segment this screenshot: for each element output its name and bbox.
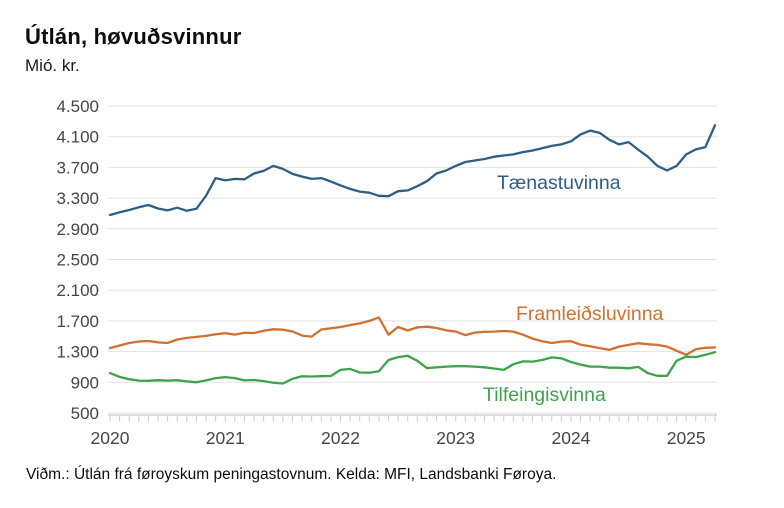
svg-text:4.500: 4.500 [56,97,99,116]
svg-text:2.900: 2.900 [56,220,99,239]
svg-text:1.700: 1.700 [56,312,99,331]
svg-text:2021: 2021 [206,428,245,448]
svg-text:3.300: 3.300 [56,189,99,208]
series-label-tilfeingisvinna: Tilfeingisvinna [483,384,606,406]
series-line-framleiðsluvinna [108,316,717,356]
chart-unit-label: Mió. kr. [25,56,80,75]
series-label-framleiðsluvinna: Framleiðsluvinna [516,303,664,325]
gridlines [108,105,717,414]
x-axis-ruler [108,414,717,422]
svg-text:2024: 2024 [551,428,590,448]
svg-text:3.700: 3.700 [56,158,99,177]
svg-text:2025: 2025 [667,428,706,448]
series-line-tænastuvinna [108,124,717,217]
svg-text:2020: 2020 [91,428,130,448]
svg-text:900: 900 [71,373,99,392]
chart-title: Útlán, høvuðsvinnur [25,24,242,49]
svg-text:2.100: 2.100 [56,281,99,300]
series-label-tænastuvinna: Tænastuvinna [497,172,621,194]
y-axis-labels: 4.500 4.100 3.700 3.300 2.900 2.500 2.100 1.700… [56,97,99,423]
svg-text:4.100: 4.100 [56,128,99,147]
x-axis-labels: 2020 2021 2022 2023 2024 2025 [91,428,706,448]
series-line-tilfeingisvinna [108,351,717,385]
svg-text:2023: 2023 [436,428,475,448]
svg-text:500: 500 [71,404,99,423]
svg-text:2.500: 2.500 [56,251,99,270]
svg-text:1.300: 1.300 [56,343,99,362]
source-note: Viðm.: Útlán frá føroyskum peningastovnu… [26,466,557,483]
svg-text:2022: 2022 [321,428,360,448]
